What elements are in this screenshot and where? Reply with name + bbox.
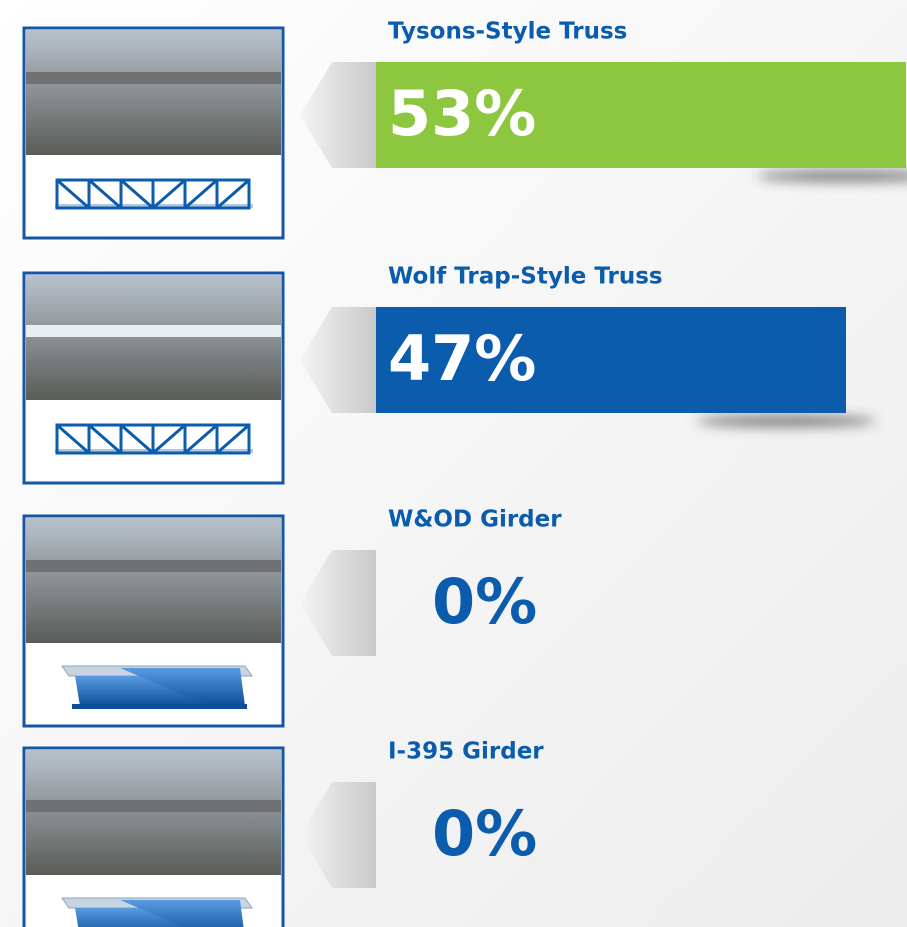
category-label: I-395 Girder bbox=[388, 739, 544, 765]
photo-structure bbox=[26, 800, 281, 812]
photo bbox=[26, 30, 281, 155]
photo bbox=[26, 518, 281, 643]
photo bbox=[26, 275, 281, 400]
chart: Tysons-Style Truss 53% Wolf Trap-Style Tru… bbox=[0, 0, 907, 927]
photo-structure bbox=[26, 325, 281, 337]
photo-structure bbox=[26, 560, 281, 572]
value-label: 0% bbox=[432, 565, 537, 638]
value-label: 53% bbox=[388, 77, 536, 150]
category-label: W&OD Girder bbox=[388, 507, 562, 533]
page: Tysons-Style Truss 53% Wolf Trap-Style Tru… bbox=[0, 0, 907, 927]
category-label: Wolf Trap-Style Truss bbox=[388, 264, 663, 290]
value-label: 47% bbox=[388, 322, 536, 395]
girder-icon-flange bbox=[72, 704, 247, 709]
value-label: 0% bbox=[432, 797, 537, 870]
photo-structure bbox=[26, 72, 281, 84]
photo bbox=[26, 750, 281, 875]
bar-shadow bbox=[696, 415, 876, 427]
category-label: Tysons-Style Truss bbox=[388, 19, 627, 45]
